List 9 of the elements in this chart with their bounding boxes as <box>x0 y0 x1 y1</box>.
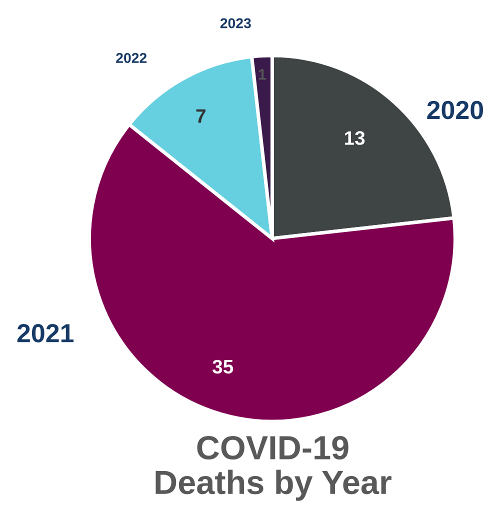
data-label: 13 <box>344 131 365 145</box>
data-label: 35 <box>212 360 234 374</box>
slice-label: 2020 <box>427 100 484 120</box>
slice-label: 2021 <box>17 324 74 342</box>
data-label: 1 <box>258 69 266 80</box>
text: COVID-19 Deaths by Year <box>156 436 392 501</box>
slice-label: 2022 <box>116 52 147 63</box>
data-label: 7 <box>196 109 206 123</box>
slice-label: 2023 <box>220 18 251 28</box>
